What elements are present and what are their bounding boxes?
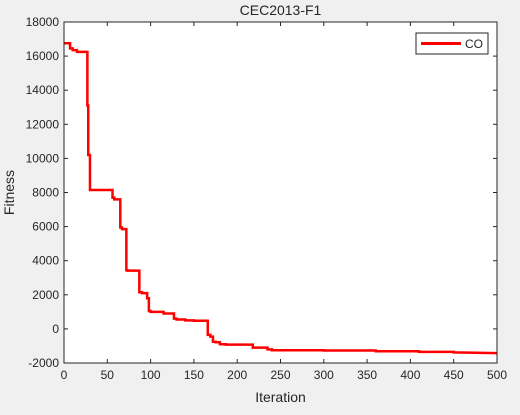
x-tick-label: 450 [444,368,464,382]
x-axis-title: Iteration [255,389,306,405]
y-tick-label: 2000 [32,288,59,302]
y-tick-label: 10000 [26,151,60,165]
y-tick-label: 12000 [26,117,60,131]
legend-label: CO [465,37,483,51]
y-tick-label: 16000 [26,49,60,63]
x-tick-label: 100 [141,368,161,382]
plot-area [64,22,497,363]
x-tick-label: 400 [400,368,420,382]
x-tick-label: 350 [357,368,377,382]
y-tick-label: 4000 [32,254,59,268]
x-tick-label: 200 [227,368,247,382]
x-tick-label: 250 [270,368,290,382]
y-tick-label: 8000 [32,186,59,200]
x-tick-label: 50 [101,368,115,382]
series-line-co [64,42,498,355]
y-tick-label: 18000 [26,15,60,29]
y-tick-label: 6000 [32,220,59,234]
x-tick-label: 150 [184,368,204,382]
plot-frame [63,21,498,364]
legend: CO [415,32,489,55]
y-tick-label: 0 [52,322,59,336]
y-tick-label: 14000 [26,83,60,97]
chart-title: CEC2013-F1 [240,2,322,18]
y-tick-label: -2000 [28,356,59,370]
x-tick-label: 0 [61,368,68,382]
x-tick-label: 500 [487,368,507,382]
y-axis-title: Fitness [1,170,17,215]
x-tick-label: 300 [314,368,334,382]
